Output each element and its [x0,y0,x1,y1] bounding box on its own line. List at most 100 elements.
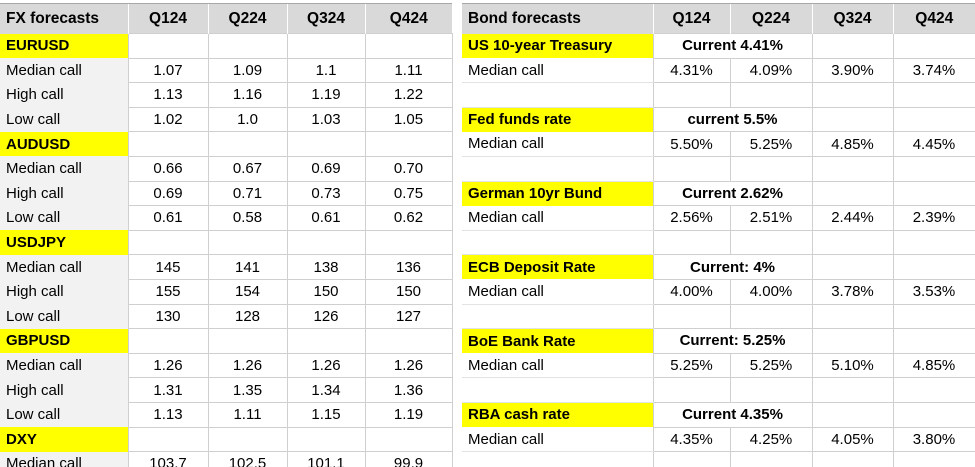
value-cell: 3.78% [811,278,894,305]
value-cell: 1.09 [207,57,288,84]
current-rate-cell: Current: 5.25% [652,328,813,354]
empty-cell [811,303,894,330]
value-cell: 0.61 [286,205,366,231]
fx-col-header-q124: Q124 [127,3,208,34]
empty-cell [811,106,894,133]
value-cell: 1.26 [207,352,288,379]
empty-cell [892,106,975,133]
value-cell: 103.7 [127,451,209,467]
value-cell: 1.19 [286,82,366,108]
empty-cell [892,229,975,256]
value-cell: 150 [286,278,366,305]
current-rate-cell: Current 2.62% [652,180,813,207]
value-cell: 2.56% [652,205,731,231]
empty-cell [364,131,453,157]
bond-group-header-row: BoE Bank Rate Current: 5.25% [462,328,975,354]
bond-name-fed-funds-rate: Fed funds rate [462,107,653,132]
value-cell: 136 [364,254,453,280]
empty-cell [729,377,813,403]
fx-pair-audusd: AUDUSD [0,131,128,157]
empty-cell [127,229,209,256]
empty-cell [892,451,975,467]
value-cell: 0.71 [207,180,288,207]
row-label-low-call: Low call [0,304,128,329]
empty-cell [286,33,366,59]
empty-cell [892,401,975,428]
current-rate-cell: Current 4.35% [652,401,813,428]
value-cell: 1.26 [127,352,209,379]
bond-col-header-q424: Q424 [892,3,975,34]
value-cell: 0.61 [127,205,209,231]
empty-cell [811,377,894,403]
empty-label [462,230,653,256]
fx-group-header-row: AUDUSD [0,131,453,157]
empty-cell [652,82,731,108]
bond-group-header-row: RBA cash rate Current 4.35% [462,401,975,428]
fx-usdjpy-high-row: High call 155 154 150 150 [0,278,453,305]
bond-spacer-row [462,451,975,467]
empty-cell [286,229,366,256]
row-label-median-call: Median call [0,451,128,467]
empty-cell [892,155,975,182]
value-cell: 0.73 [286,180,366,207]
value-cell: 1.16 [207,82,288,108]
empty-cell [729,451,813,467]
fx-group-header-row: GBPUSD [0,328,453,354]
fx-header-row: FX forecasts Q124 Q224 Q324 Q424 [0,3,452,34]
fx-eurusd-low-row: Low call 1.02 1.0 1.03 1.05 [0,106,453,133]
empty-cell [892,180,975,207]
row-label-median-call: Median call [462,58,653,84]
empty-cell [892,328,975,354]
row-label-median-call: Median call [462,353,653,379]
value-cell: 1.11 [207,401,288,428]
empty-cell [207,33,288,59]
empty-cell [811,401,894,428]
value-cell: 4.00% [729,278,813,305]
fx-dxy-median-row: Median call 103.7 102.5 101.1 99.9 [0,451,453,467]
value-cell: 1.1 [286,57,366,84]
empty-cell [811,180,894,207]
bond-boe-median-row: Median call 5.25% 5.25% 5.10% 4.85% [462,352,975,379]
value-cell: 1.26 [286,352,366,379]
row-label-low-call: Low call [0,205,128,231]
empty-cell [207,131,288,157]
row-label-median-call: Median call [0,353,128,378]
empty-cell [286,131,366,157]
empty-label [462,82,653,108]
empty-cell [207,229,288,256]
fx-col-header-q224: Q224 [207,3,287,34]
fx-group-header-row: USDJPY [0,229,453,256]
fx-gbpusd-median-row: Median call 1.26 1.26 1.26 1.26 [0,352,453,379]
empty-cell [811,155,894,182]
value-cell: 0.67 [207,155,288,182]
fx-pair-gbpusd: GBPUSD [0,328,128,354]
fx-gbpusd-low-row: Low call 1.13 1.11 1.15 1.19 [0,401,453,428]
bond-name-german-10yr-bund: German 10yr Bund [462,181,653,206]
value-cell: 4.00% [652,278,731,305]
value-cell: 0.58 [207,205,288,231]
bond-rba-median-row: Median call 4.35% 4.25% 4.05% 3.80% [462,426,975,453]
empty-cell [127,328,209,354]
value-cell: 1.31 [127,377,209,403]
fx-audusd-median-row: Median call 0.66 0.67 0.69 0.70 [0,155,453,182]
value-cell: 127 [364,303,453,330]
bond-col-header-q124: Q124 [652,3,730,34]
bond-group-header-row: German 10yr Bund Current 2.62% [462,180,975,207]
value-cell: 1.0 [207,106,288,133]
bond-ecb-median-row: Median call 4.00% 4.00% 3.78% 3.53% [462,278,975,305]
fx-pair-usdjpy: USDJPY [0,230,128,255]
bond-group-header-row: Fed funds rate current 5.5% [462,106,975,133]
empty-cell [811,328,894,354]
row-label-high-call: High call [0,181,128,206]
value-cell: 4.85% [811,131,894,157]
value-cell: 5.50% [652,131,731,157]
value-cell: 5.25% [729,131,813,157]
empty-cell [729,82,813,108]
fx-table-title: FX forecasts [0,3,128,34]
value-cell: 4.05% [811,426,894,453]
bond-us10yr-median-row: Median call 4.31% 4.09% 3.90% 3.74% [462,57,975,84]
empty-cell [207,426,288,453]
value-cell: 1.02 [127,106,209,133]
empty-cell [364,426,453,453]
fx-usdjpy-low-row: Low call 130 128 126 127 [0,303,453,330]
